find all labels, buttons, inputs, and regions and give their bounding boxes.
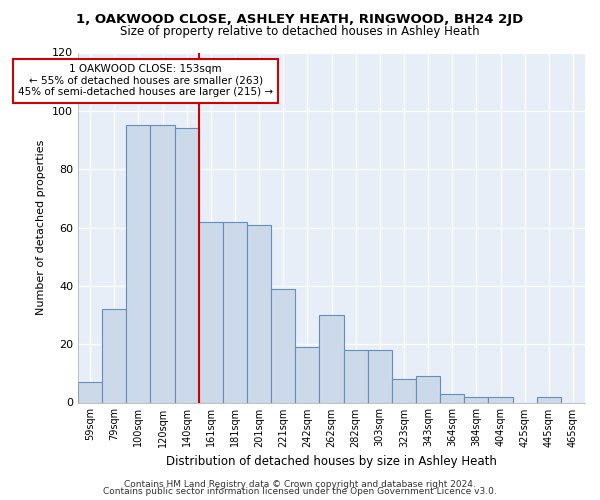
Bar (416, 376, 440, 402)
Bar (319, 315, 344, 402)
Bar (247, 224, 271, 402)
Bar (199, 222, 223, 402)
Y-axis label: Number of detached properties: Number of detached properties (37, 140, 46, 315)
Bar (344, 350, 368, 403)
X-axis label: Distribution of detached houses by size in Ashley Heath: Distribution of detached houses by size … (166, 455, 497, 468)
Text: 1, OAKWOOD CLOSE, ASHLEY HEATH, RINGWOOD, BH24 2JD: 1, OAKWOOD CLOSE, ASHLEY HEATH, RINGWOOD… (76, 12, 524, 26)
Bar (151, 126, 175, 402)
Bar (392, 379, 416, 402)
Bar (223, 222, 247, 402)
Bar (440, 394, 464, 402)
Bar (537, 396, 561, 402)
Bar (175, 128, 199, 402)
Bar (102, 309, 126, 402)
Bar (295, 347, 319, 403)
Bar (126, 126, 151, 402)
Bar (368, 350, 392, 403)
Bar (464, 396, 488, 402)
Text: Size of property relative to detached houses in Ashley Heath: Size of property relative to detached ho… (120, 25, 480, 38)
Bar (271, 289, 295, 403)
Bar (78, 382, 102, 402)
Text: Contains HM Land Registry data © Crown copyright and database right 2024.: Contains HM Land Registry data © Crown c… (124, 480, 476, 489)
Text: Contains public sector information licensed under the Open Government Licence v3: Contains public sector information licen… (103, 488, 497, 496)
Text: 1 OAKWOOD CLOSE: 153sqm
← 55% of detached houses are smaller (263)
45% of semi-d: 1 OAKWOOD CLOSE: 153sqm ← 55% of detache… (18, 64, 273, 98)
Bar (488, 396, 512, 402)
